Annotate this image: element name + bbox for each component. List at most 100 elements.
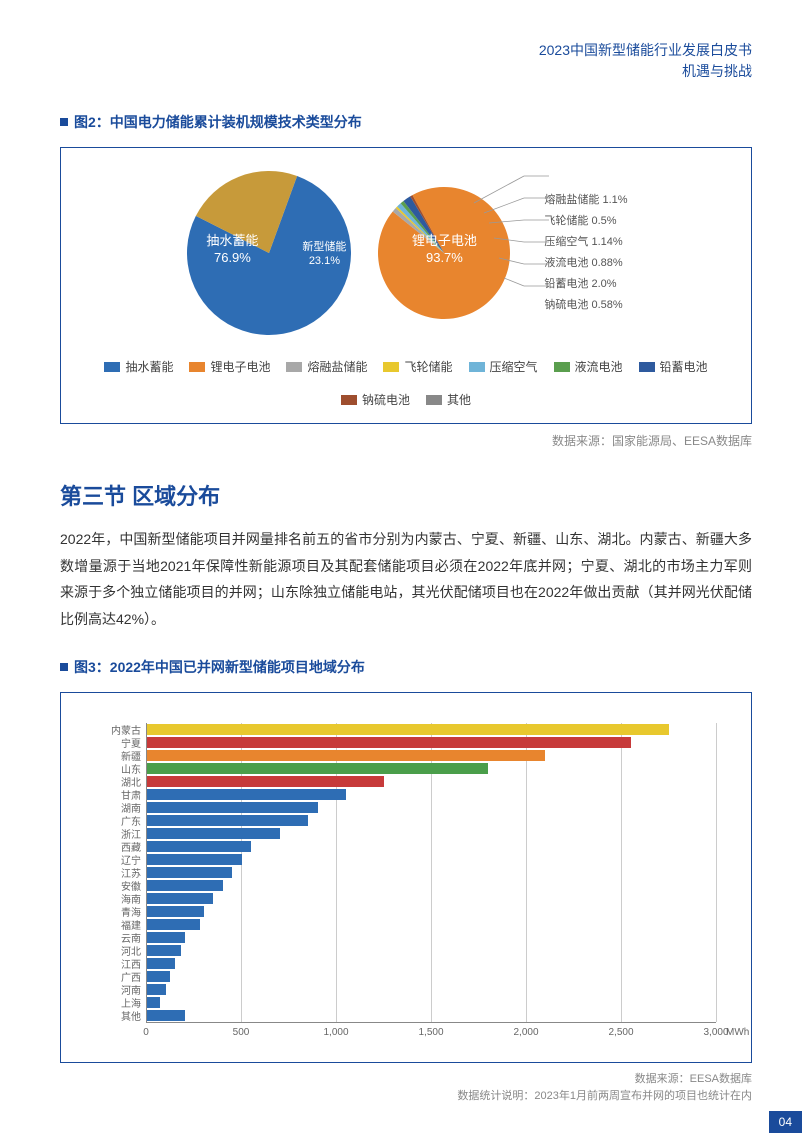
legend-swatch xyxy=(426,395,442,405)
fig3-source2: 数据统计说明：2023年1月前两周宣布并网的项目也统计在内 xyxy=(60,1088,752,1105)
bar-track xyxy=(146,840,716,853)
pie1-label-pumped: 抽水蓄能 76.9% xyxy=(206,233,258,267)
legend-label: 其他 xyxy=(447,391,471,408)
bar-row: 湖南 xyxy=(96,801,716,814)
bar-track xyxy=(146,970,716,983)
x-tick: 1,000 xyxy=(323,1027,348,1038)
x-tick: 3,000 xyxy=(703,1027,728,1038)
legend-item: 铅蓄电池 xyxy=(639,358,708,375)
bar-track xyxy=(146,1009,716,1022)
bar-track xyxy=(146,879,716,892)
legend-swatch xyxy=(383,362,399,372)
bar-fill xyxy=(147,724,669,735)
fig2-title-bar: 图2：中国电力储能累计装机规模技术类型分布 xyxy=(60,112,752,132)
legend-label: 液流电池 xyxy=(575,358,623,375)
bar-row: 甘肃 xyxy=(96,788,716,801)
x-tick: 1,500 xyxy=(418,1027,443,1038)
bar-track xyxy=(146,762,716,775)
bar-row: 湖北 xyxy=(96,775,716,788)
bar-track xyxy=(146,788,716,801)
bar-fill xyxy=(147,867,232,878)
legend-item: 抽水蓄能 xyxy=(104,358,173,375)
bar-track xyxy=(146,853,716,866)
legend-label: 锂电子电池 xyxy=(210,358,270,375)
x-tick: 2,500 xyxy=(608,1027,633,1038)
bar-track xyxy=(146,801,716,814)
bar-row: 安徽 xyxy=(96,879,716,892)
bar-row: 广东 xyxy=(96,814,716,827)
pie1-wrap: 抽水蓄能 76.9% 新型储能 23.1% xyxy=(184,168,354,338)
legend-item: 钠硫电池 xyxy=(341,391,410,408)
x-tick: 2,000 xyxy=(513,1027,538,1038)
bar-fill xyxy=(147,815,308,826)
pie2-wrap: 锂电子电池 93.7% xyxy=(374,183,514,323)
legend-label: 熔融盐储能 xyxy=(307,358,367,375)
bar-track xyxy=(146,944,716,957)
bar-row: 河北 xyxy=(96,944,716,957)
bar-fill xyxy=(147,750,545,761)
callout-item: 熔融盐储能 1.1% xyxy=(544,190,627,211)
bar-row: 内蒙古 xyxy=(96,723,716,736)
x-tick: 500 xyxy=(233,1027,250,1038)
bar-row: 浙江 xyxy=(96,827,716,840)
fig2-chart-box: 抽水蓄能 76.9% 新型储能 23.1% 锂电子电池 93.7% xyxy=(60,147,752,424)
legend-label: 压缩空气 xyxy=(490,358,538,375)
bar-track xyxy=(146,736,716,749)
bar-row: 青海 xyxy=(96,905,716,918)
pie1-label-new: 新型储能 23.1% xyxy=(302,240,346,269)
header-line2: 机遇与挑战 xyxy=(60,61,752,82)
bar-fill xyxy=(147,763,488,774)
legend-swatch xyxy=(554,362,570,372)
legend-swatch xyxy=(639,362,655,372)
bar-track xyxy=(146,918,716,931)
callout-item: 飞轮储能 0.5% xyxy=(544,211,627,232)
bar-track xyxy=(146,983,716,996)
bar-fill xyxy=(147,776,384,787)
grid-line xyxy=(716,723,717,1022)
legend-swatch xyxy=(104,362,120,372)
bar-fill xyxy=(147,984,166,995)
bar-row: 福建 xyxy=(96,918,716,931)
pie2-center-label: 锂电子电池 93.7% xyxy=(374,233,514,267)
fig2-pie-area: 抽水蓄能 76.9% 新型储能 23.1% 锂电子电池 93.7% xyxy=(76,168,736,338)
callout-item: 铅蓄电池 2.0% xyxy=(544,274,627,295)
bar-fill xyxy=(147,841,251,852)
bar-fill xyxy=(147,880,223,891)
fig3-title: 图3：2022年中国已并网新型储能项目地域分布 xyxy=(74,657,365,677)
bar-row: 云南 xyxy=(96,931,716,944)
legend-item: 锂电子电池 xyxy=(189,358,270,375)
bar-fill xyxy=(147,958,175,969)
bar-fill xyxy=(147,997,160,1008)
bar-fill xyxy=(147,971,170,982)
x-tick: 0 xyxy=(143,1027,149,1038)
fig3-source1: 数据来源：EESA数据库 xyxy=(60,1071,752,1088)
bar-label: 其他 xyxy=(96,1008,146,1023)
page-number: 04 xyxy=(769,1111,802,1133)
bar-fill xyxy=(147,919,200,930)
legend-item: 液流电池 xyxy=(554,358,623,375)
bar-row: 江苏 xyxy=(96,866,716,879)
x-unit: MWh xyxy=(726,1027,749,1038)
bar-row: 山东 xyxy=(96,762,716,775)
bar-fill xyxy=(147,1010,185,1021)
bar-fill xyxy=(147,802,318,813)
bar-fill xyxy=(147,854,242,865)
bar-fill xyxy=(147,945,181,956)
page-header: 2023中国新型储能行业发展白皮书 机遇与挑战 xyxy=(60,40,752,82)
legend-item: 熔融盐储能 xyxy=(286,358,367,375)
bar-row: 江西 xyxy=(96,957,716,970)
bar-row: 新疆 xyxy=(96,749,716,762)
legend-label: 飞轮储能 xyxy=(404,358,452,375)
legend-swatch xyxy=(286,362,302,372)
bar-fill xyxy=(147,737,631,748)
legend-label: 抽水蓄能 xyxy=(125,358,173,375)
legend-swatch xyxy=(341,395,357,405)
bar-track xyxy=(146,866,716,879)
bar-row: 西藏 xyxy=(96,840,716,853)
bar-row: 宁夏 xyxy=(96,736,716,749)
bar-row: 辽宁 xyxy=(96,853,716,866)
fig2-title: 图2：中国电力储能累计装机规模技术类型分布 xyxy=(74,112,362,132)
bar-fill xyxy=(147,906,204,917)
bar-row: 上海 xyxy=(96,996,716,1009)
legend-item: 其他 xyxy=(426,391,471,408)
